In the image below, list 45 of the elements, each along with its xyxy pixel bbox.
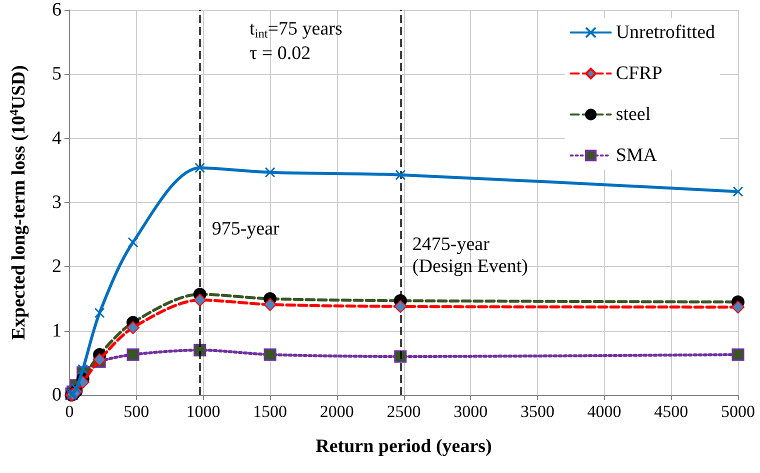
legend-label: SMA [616,145,658,166]
y-tick-label: 5 [52,64,62,85]
x-tick-label: 4000 [587,402,622,421]
x-tick-label: 2500 [386,402,421,421]
point [193,294,206,307]
x-axis-title: Return period (years) [316,436,492,457]
x-tick-label: 3500 [520,402,554,421]
y-tick-label: 2 [52,256,62,278]
x-tick-label: 5000 [721,402,755,421]
point [126,348,140,361]
point [264,348,276,361]
y-tick-label: 0 [52,384,62,406]
point [732,300,744,314]
point [394,300,407,313]
point [394,350,407,363]
annotation: τ = 0.02 [250,43,311,64]
point [264,298,277,312]
point [395,170,406,180]
point [264,167,276,178]
x-tick-label: 0 [65,402,74,421]
point [78,364,88,375]
x-tick-label: 500 [124,402,150,421]
y-tick-label: 1 [52,320,62,342]
ref-line-label: 2475-year (Design Event) [412,234,528,277]
legend-label: steel [616,104,651,125]
y-tick-label: 4 [52,128,62,149]
point [194,162,206,174]
y-axis-title: Expected long-term loss (104USD) [7,65,30,340]
y-tick-label: 6 [52,0,62,20]
point [128,237,138,248]
x-tick-label: 1000 [186,402,220,421]
point [732,348,744,361]
legend-label: Unretrofitted [616,22,716,43]
point [194,344,206,356]
point [126,321,140,334]
x-tick-label: 2000 [320,402,354,421]
x-tick-label: 4500 [654,402,688,421]
y-tick-label: 3 [52,192,62,213]
x-tick-label: 1500 [253,402,288,421]
legend-label: CFRP [616,63,662,84]
point [70,383,82,394]
x-tick-label: 3000 [454,402,488,421]
point [732,186,744,197]
ref-line-label: 975-year [212,218,280,240]
point [94,308,105,318]
